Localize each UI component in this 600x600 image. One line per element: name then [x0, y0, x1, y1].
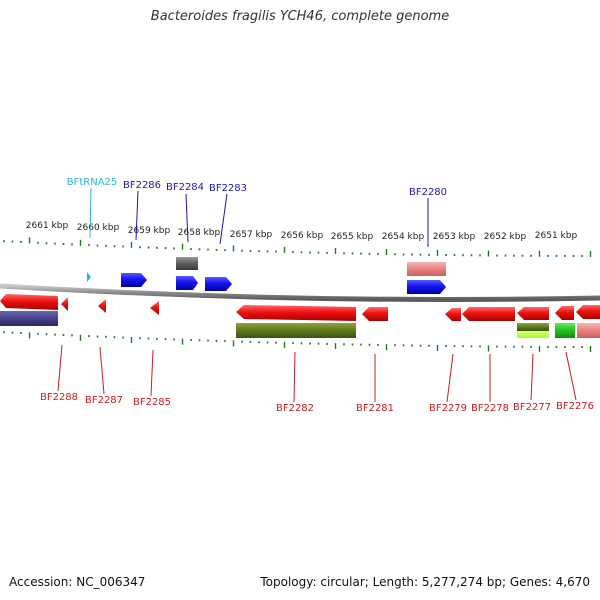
label-bf2282[interactable]: BF2282 — [276, 403, 314, 414]
leader-lines — [57, 187, 577, 403]
label-bf2279[interactable]: BF2279 — [429, 403, 467, 414]
scale-label: 2653 kbp — [433, 232, 476, 242]
label-bf2278[interactable]: BF2278 — [471, 403, 509, 414]
gene-bf2280-domain[interactable] — [407, 262, 446, 276]
bottom-gene-labels: BF2288 BF2287 BF2285 BF2282 BF2281 BF227… — [40, 392, 594, 414]
gene-bf2278[interactable] — [462, 307, 515, 321]
scale-label: 2658 kbp — [178, 228, 221, 238]
gene-bf2283[interactable] — [205, 277, 232, 291]
label-bf2283[interactable]: BF2283 — [209, 183, 247, 194]
genome-summary-text: Topology: circular; Length: 5,277,274 bp… — [260, 575, 590, 589]
scale-label: 2661 kbp — [26, 221, 69, 231]
gene-bf2286[interactable] — [121, 273, 147, 287]
scale-label: 2660 kbp — [77, 223, 120, 233]
gene-bf2282[interactable] — [236, 305, 356, 321]
gene-bf2276[interactable] — [576, 305, 600, 319]
gene-bf2277-domain-a[interactable] — [517, 323, 549, 331]
label-bf2281[interactable]: BF2281 — [356, 403, 394, 414]
gene-bf2282-domain[interactable] — [236, 323, 356, 338]
genome-backbone — [0, 283, 600, 302]
scale-label: 2656 kbp — [281, 231, 324, 241]
scale-label: 2655 kbp — [331, 232, 374, 242]
label-bf2288[interactable]: BF2288 — [40, 392, 78, 403]
scale-label: 2652 kbp — [484, 232, 527, 242]
scale-label: 2651 kbp — [535, 231, 578, 241]
gene-bf2284[interactable] — [176, 276, 198, 290]
reverse-strand-features — [0, 294, 600, 338]
gene-bf2279[interactable] — [445, 308, 461, 321]
gene-bf2277-domain-b[interactable] — [517, 331, 549, 338]
label-bf2285[interactable]: BF2285 — [133, 397, 171, 408]
gene-bf2284-domain[interactable] — [176, 257, 198, 270]
label-bf2286[interactable]: BF2286 — [123, 180, 161, 191]
gene-bf2288-tail[interactable] — [61, 297, 68, 311]
gene-bf2287[interactable] — [98, 299, 106, 313]
gene-bf2280[interactable] — [407, 280, 446, 294]
upper-scale-ruler: 2661 kbp 2660 kbp 2659 kbp 2658 kbp 2657… — [3, 221, 592, 257]
label-bf2277[interactable]: BF2277 — [513, 402, 551, 413]
gene-bf2285[interactable] — [150, 301, 159, 315]
scale-label: 2657 kbp — [230, 230, 273, 240]
trna-feature[interactable] — [87, 272, 91, 282]
gene-bf2276-domain-b[interactable] — [577, 323, 600, 338]
gene-bf2277[interactable] — [517, 307, 549, 320]
gene-bf2276-small[interactable] — [555, 306, 574, 320]
label-bf2287[interactable]: BF2287 — [85, 395, 123, 406]
gene-bf2281[interactable] — [362, 307, 388, 321]
gene-bf2288[interactable] — [0, 294, 58, 310]
forward-strand-features — [87, 257, 446, 294]
label-bf2284[interactable]: BF2284 — [166, 182, 204, 193]
top-gene-labels: BFtRNA25 BF2286 BF2284 BF2283 BF2280 — [67, 177, 447, 198]
accession-text: Accession: NC_006347 — [9, 575, 146, 589]
gene-bf2276-domain[interactable] — [555, 323, 575, 338]
scale-label: 2654 kbp — [382, 232, 425, 242]
label-bf2280[interactable]: BF2280 — [409, 187, 447, 198]
lower-scale-ruler — [3, 331, 592, 352]
map-title: Bacteroides fragilis YCH46, complete gen… — [150, 9, 450, 24]
scale-label: 2659 kbp — [128, 226, 171, 236]
label-bf2276[interactable]: BF2276 — [556, 401, 594, 412]
label-bftrna25[interactable]: BFtRNA25 — [67, 177, 118, 188]
gene-bf2288-domain[interactable] — [0, 311, 58, 326]
